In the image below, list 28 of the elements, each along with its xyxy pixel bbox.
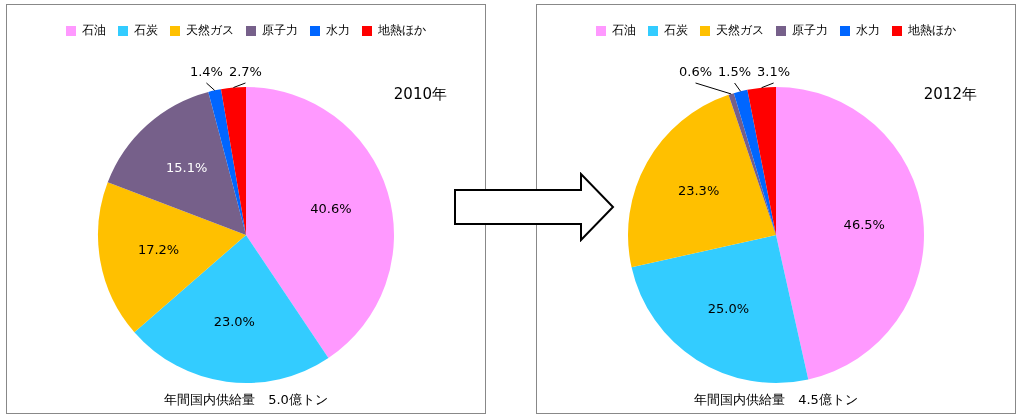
data-label: 15.1% <box>165 160 208 176</box>
data-label: 17.2% <box>137 241 180 257</box>
legend-label: 天然ガス <box>186 23 234 38</box>
data-label: 0.6% <box>679 64 713 80</box>
legend-label: 水力 <box>326 23 350 38</box>
legend-label: 原子力 <box>262 23 298 38</box>
legend-label: 地熱ほか <box>377 23 426 38</box>
data-label: 1.5% <box>718 64 752 80</box>
legend-label: 天然ガス <box>716 23 764 38</box>
legend-label: 石油 <box>612 23 636 38</box>
text: 年間国内供給量 5.0億トン <box>164 392 328 408</box>
text: 2012年 <box>923 84 977 103</box>
data-label: 2.7% <box>228 64 262 80</box>
text: 年間国内供給量 4.5億トン <box>694 392 858 408</box>
legend-label: 地熱ほか <box>907 23 956 38</box>
text: 2010年 <box>393 84 447 103</box>
data-label: 3.1% <box>757 64 791 80</box>
data-label: 46.5% <box>843 216 885 232</box>
legend-label: 水力 <box>856 23 880 38</box>
data-label: 25.0% <box>707 301 750 317</box>
data-label: 23.3% <box>677 182 720 198</box>
data-label: 1.4% <box>189 64 223 80</box>
legend-label: 石炭 <box>664 23 688 38</box>
legend-label: 石炭 <box>134 23 158 38</box>
data-label: 40.6% <box>310 200 352 216</box>
legend-label: 石油 <box>82 23 106 38</box>
data-label: 23.0% <box>213 314 255 330</box>
legend-label: 原子力 <box>792 23 828 38</box>
